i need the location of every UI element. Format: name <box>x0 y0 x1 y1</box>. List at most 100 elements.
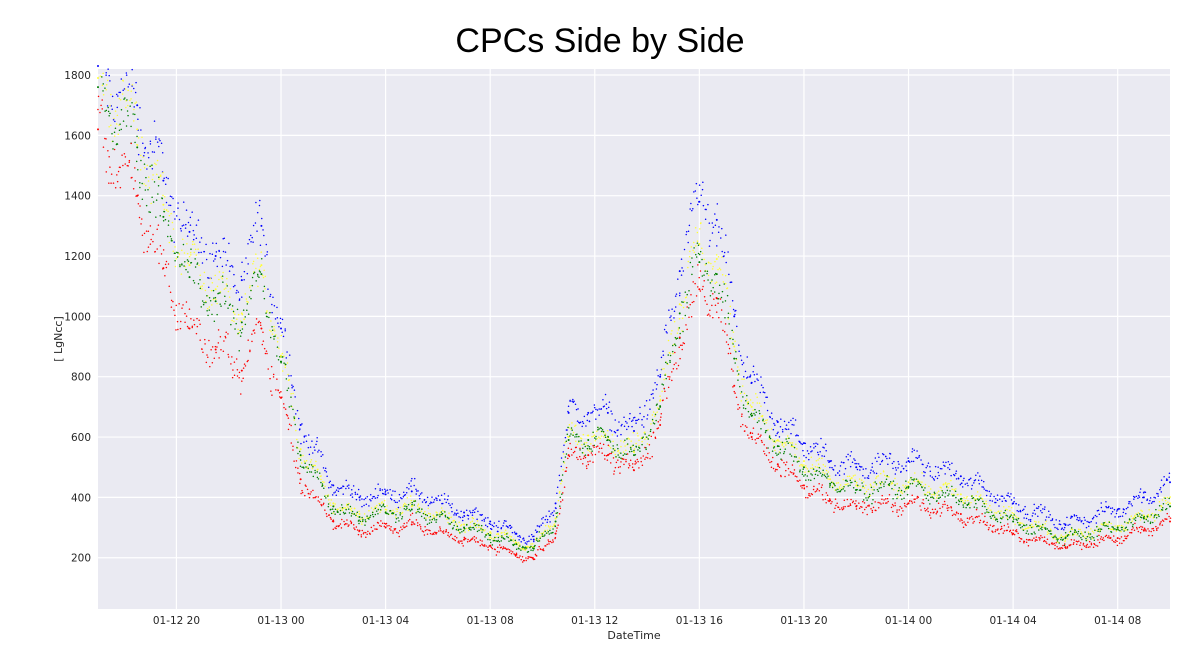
data-point <box>701 188 704 191</box>
data-point <box>1099 530 1101 533</box>
data-point <box>716 203 719 205</box>
data-point <box>273 338 275 340</box>
data-point <box>1150 514 1153 516</box>
data-point <box>849 503 852 505</box>
data-point <box>491 524 494 527</box>
data-point <box>593 444 595 447</box>
data-point <box>1161 519 1164 521</box>
data-point <box>936 510 939 513</box>
data-point <box>844 505 846 508</box>
data-point <box>519 543 521 546</box>
data-point <box>944 483 946 485</box>
data-point <box>363 504 365 507</box>
data-point <box>330 499 333 501</box>
data-point <box>896 497 898 500</box>
data-point <box>294 466 297 469</box>
data-point <box>664 374 666 376</box>
data-point <box>176 256 179 258</box>
data-point <box>1166 512 1168 515</box>
data-point <box>216 313 218 316</box>
data-point <box>802 442 805 445</box>
data-point <box>214 300 217 303</box>
data-point <box>116 143 119 145</box>
data-point <box>579 449 581 451</box>
data-point <box>199 278 201 281</box>
data-point <box>164 274 166 277</box>
data-point <box>663 378 665 381</box>
data-point <box>232 311 235 314</box>
data-point <box>568 427 570 429</box>
data-point <box>933 511 935 513</box>
data-point <box>257 321 260 324</box>
data-point <box>519 545 521 547</box>
data-point <box>614 419 616 421</box>
data-point <box>1086 539 1089 541</box>
data-point <box>541 535 544 538</box>
data-point <box>157 193 159 195</box>
data-point <box>755 442 757 444</box>
data-point <box>679 292 681 294</box>
data-point <box>866 477 869 479</box>
data-point <box>1156 529 1158 531</box>
data-point <box>555 512 557 515</box>
data-point <box>173 309 175 311</box>
data-point <box>588 447 591 450</box>
data-point <box>500 540 502 542</box>
data-point <box>686 328 688 331</box>
data-point <box>415 488 417 491</box>
data-point <box>561 474 564 476</box>
data-point <box>818 457 821 460</box>
data-point <box>872 506 875 509</box>
data-point <box>703 295 706 298</box>
data-point <box>688 307 690 309</box>
data-point <box>566 433 569 435</box>
data-point <box>778 436 781 438</box>
data-point <box>385 509 388 511</box>
data-point <box>631 425 633 428</box>
data-point <box>582 447 584 450</box>
data-point <box>696 231 699 234</box>
data-point <box>990 511 993 513</box>
data-point <box>125 125 128 127</box>
data-point <box>720 321 722 323</box>
data-point <box>803 454 805 457</box>
data-point <box>1017 517 1020 520</box>
data-point <box>304 484 307 486</box>
data-point <box>650 423 652 425</box>
data-point <box>317 478 320 480</box>
data-point <box>1106 536 1109 539</box>
data-point <box>252 241 254 243</box>
data-point <box>581 444 583 446</box>
data-point <box>752 370 754 373</box>
data-point <box>509 535 511 537</box>
data-point <box>1026 527 1028 530</box>
data-point <box>113 135 116 137</box>
data-point <box>436 531 438 534</box>
data-point <box>692 207 694 210</box>
data-point <box>784 475 786 478</box>
data-point <box>1114 541 1116 544</box>
data-point <box>1123 528 1125 530</box>
data-point <box>1034 540 1036 542</box>
data-point <box>1021 509 1024 512</box>
data-point <box>627 467 630 469</box>
data-point <box>926 465 929 467</box>
data-point <box>607 406 610 409</box>
data-point <box>559 496 561 499</box>
data-point <box>671 350 674 353</box>
data-point <box>975 495 978 497</box>
data-point <box>1031 539 1034 541</box>
data-point <box>126 110 129 112</box>
data-point <box>544 518 547 521</box>
data-point <box>976 491 979 493</box>
data-point <box>310 459 313 461</box>
data-point <box>663 387 665 390</box>
data-point <box>721 290 724 293</box>
data-point <box>656 383 658 386</box>
data-point <box>845 456 848 458</box>
data-point <box>1108 521 1111 524</box>
data-point <box>167 235 169 238</box>
data-point <box>959 493 962 496</box>
data-point <box>487 533 490 535</box>
data-point <box>459 540 462 542</box>
